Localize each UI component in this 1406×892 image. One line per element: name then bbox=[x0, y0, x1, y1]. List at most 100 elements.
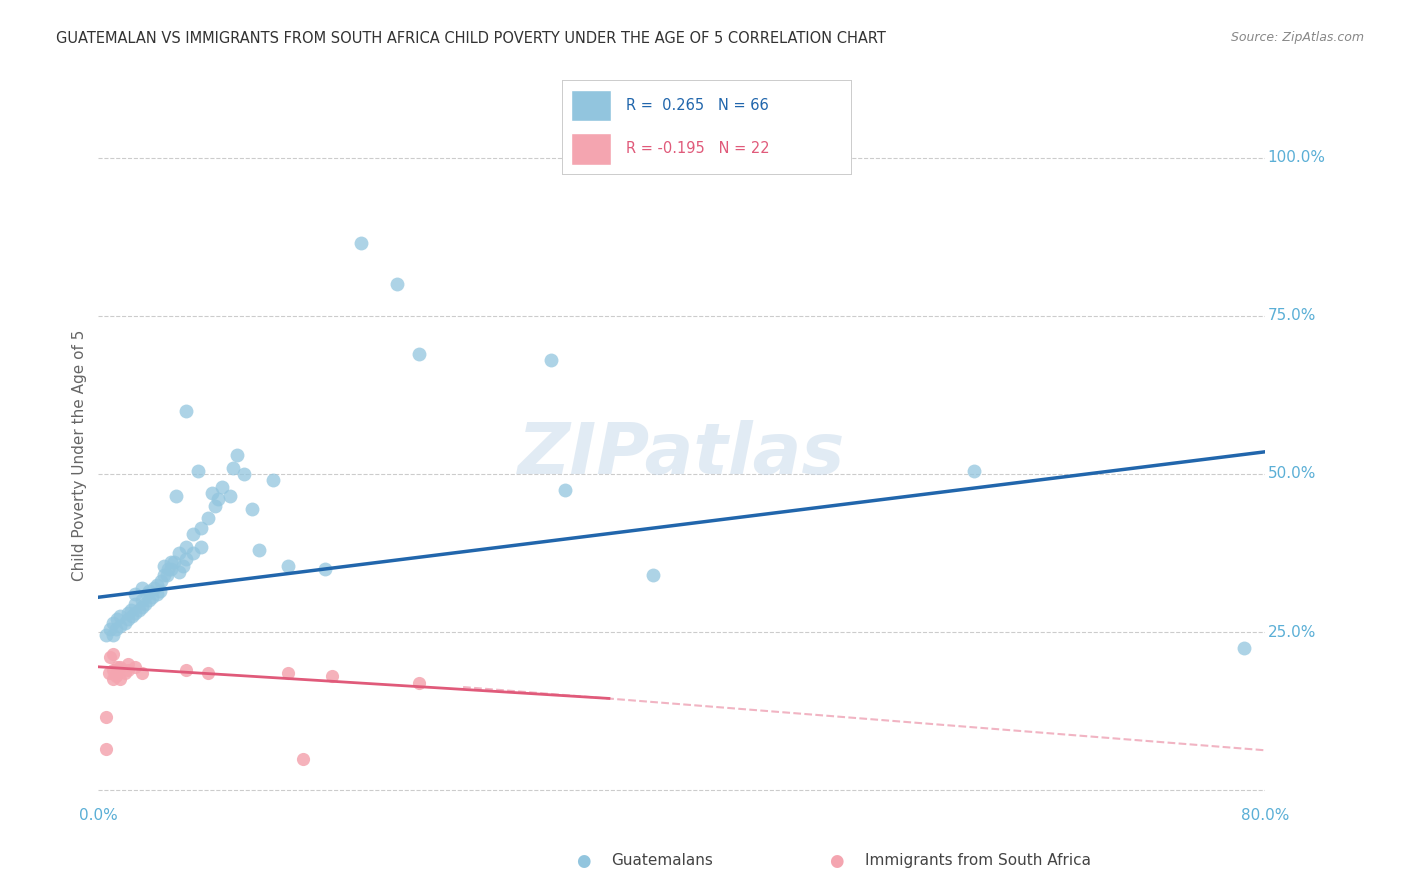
Point bbox=[146, 587, 169, 601]
Point bbox=[128, 603, 150, 617]
Point bbox=[190, 521, 212, 535]
Point bbox=[105, 660, 128, 674]
Point bbox=[554, 483, 576, 497]
Point bbox=[104, 669, 127, 683]
Bar bbox=[571, 133, 612, 164]
Point bbox=[540, 353, 562, 368]
Text: 75.0%: 75.0% bbox=[1268, 309, 1316, 323]
Point bbox=[153, 558, 176, 573]
Point bbox=[197, 666, 219, 681]
Point bbox=[150, 574, 173, 589]
Point bbox=[146, 577, 169, 591]
Point bbox=[94, 710, 117, 724]
Point bbox=[101, 663, 124, 677]
Point bbox=[408, 347, 430, 361]
Point bbox=[104, 622, 127, 636]
Point bbox=[174, 540, 197, 554]
Point bbox=[131, 599, 153, 614]
Point bbox=[141, 591, 163, 605]
Point bbox=[138, 583, 160, 598]
Point bbox=[121, 609, 143, 624]
Text: Source: ZipAtlas.com: Source: ZipAtlas.com bbox=[1230, 31, 1364, 45]
Point bbox=[114, 615, 136, 630]
Point bbox=[120, 603, 142, 617]
Point bbox=[110, 618, 132, 632]
Point bbox=[1232, 640, 1254, 655]
Point bbox=[204, 499, 226, 513]
Point bbox=[641, 568, 664, 582]
Point bbox=[221, 460, 243, 475]
Point bbox=[98, 650, 121, 665]
Point bbox=[117, 612, 139, 626]
Point bbox=[134, 597, 156, 611]
Point bbox=[218, 489, 240, 503]
Point bbox=[197, 511, 219, 525]
Point bbox=[114, 666, 136, 681]
Text: Guatemalans: Guatemalans bbox=[612, 854, 713, 868]
Point bbox=[117, 606, 139, 620]
Point bbox=[124, 587, 146, 601]
Point bbox=[131, 593, 153, 607]
Point bbox=[142, 581, 165, 595]
Point bbox=[138, 593, 160, 607]
Point bbox=[160, 562, 183, 576]
Point bbox=[157, 562, 180, 576]
Point bbox=[101, 615, 124, 630]
Point bbox=[962, 464, 984, 478]
Point bbox=[350, 235, 373, 250]
Point bbox=[233, 467, 256, 481]
Point bbox=[314, 562, 336, 576]
Point bbox=[240, 501, 263, 516]
Text: ●: ● bbox=[830, 852, 844, 870]
Point bbox=[101, 647, 124, 661]
Point bbox=[190, 540, 212, 554]
Point bbox=[131, 581, 153, 595]
Point bbox=[94, 628, 117, 642]
Point bbox=[277, 558, 299, 573]
Text: Immigrants from South Africa: Immigrants from South Africa bbox=[865, 854, 1091, 868]
Bar bbox=[571, 89, 612, 121]
Point bbox=[321, 669, 343, 683]
Point bbox=[187, 464, 209, 478]
Point bbox=[110, 660, 132, 674]
Text: R =  0.265   N = 66: R = 0.265 N = 66 bbox=[626, 98, 769, 113]
Point bbox=[291, 751, 314, 765]
Point bbox=[124, 597, 146, 611]
Point bbox=[105, 612, 128, 626]
Point bbox=[97, 666, 120, 681]
Point bbox=[98, 622, 121, 636]
Point bbox=[174, 663, 197, 677]
Point bbox=[101, 628, 124, 642]
Point bbox=[211, 479, 233, 493]
Point bbox=[117, 657, 139, 671]
Point bbox=[117, 663, 139, 677]
Point bbox=[163, 556, 186, 570]
Point bbox=[262, 473, 284, 487]
Point bbox=[387, 277, 409, 292]
Point bbox=[207, 492, 229, 507]
Point bbox=[110, 609, 132, 624]
Y-axis label: Child Poverty Under the Age of 5: Child Poverty Under the Age of 5 bbox=[72, 329, 87, 581]
Point bbox=[172, 558, 194, 573]
Point bbox=[277, 666, 299, 681]
Point bbox=[181, 546, 204, 560]
Point bbox=[226, 448, 249, 462]
Text: 25.0%: 25.0% bbox=[1268, 624, 1316, 640]
Point bbox=[181, 527, 204, 541]
Text: GUATEMALAN VS IMMIGRANTS FROM SOUTH AFRICA CHILD POVERTY UNDER THE AGE OF 5 CORR: GUATEMALAN VS IMMIGRANTS FROM SOUTH AFRI… bbox=[56, 31, 886, 46]
Text: 100.0%: 100.0% bbox=[1268, 150, 1326, 165]
Text: 50.0%: 50.0% bbox=[1268, 467, 1316, 482]
Point bbox=[247, 542, 270, 557]
Point bbox=[124, 606, 146, 620]
Point bbox=[156, 568, 179, 582]
Text: R = -0.195   N = 22: R = -0.195 N = 22 bbox=[626, 141, 769, 156]
Point bbox=[101, 673, 124, 687]
Point bbox=[165, 489, 187, 503]
Point bbox=[174, 403, 197, 417]
Point bbox=[149, 583, 172, 598]
Point bbox=[174, 552, 197, 566]
Point bbox=[110, 673, 132, 687]
Point bbox=[167, 565, 190, 579]
Point bbox=[131, 666, 153, 681]
Point bbox=[408, 675, 430, 690]
